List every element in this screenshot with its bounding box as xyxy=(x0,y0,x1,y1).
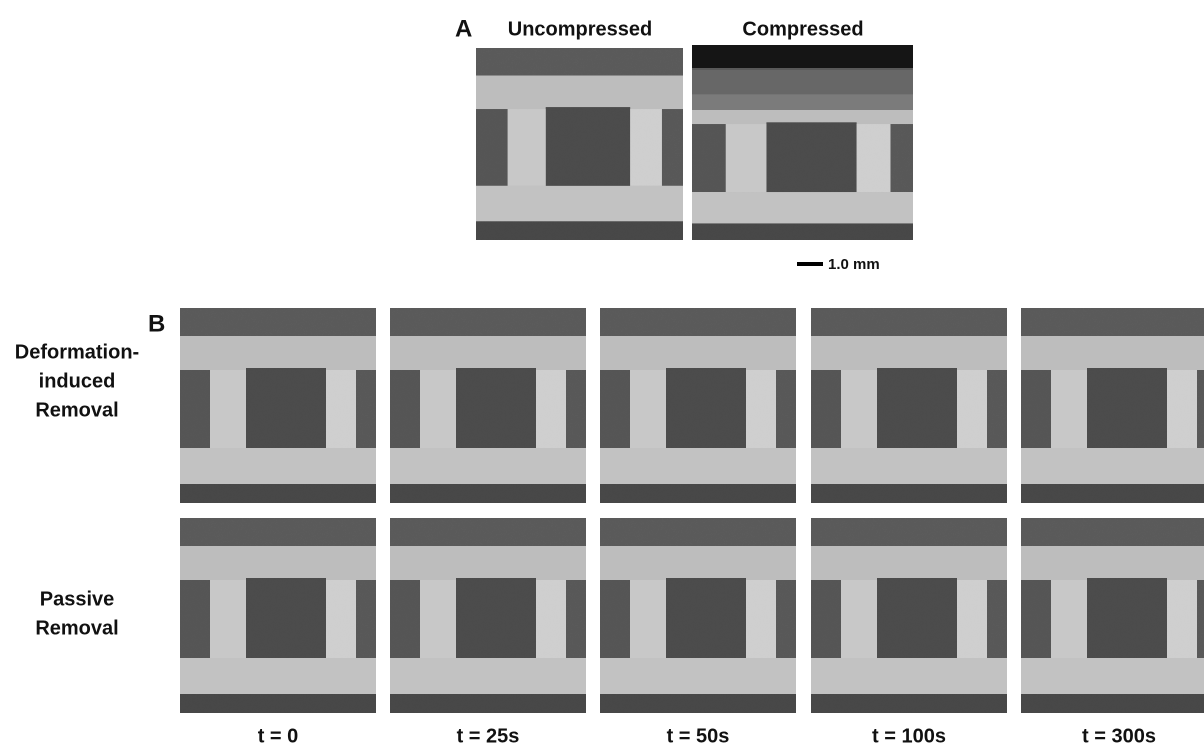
micrograph xyxy=(180,518,376,713)
micrograph xyxy=(180,308,376,503)
row-label: Deformation- xyxy=(15,341,139,363)
time-label: t = 25s xyxy=(457,725,520,747)
row-label: Removal xyxy=(35,399,118,421)
panel-label: A xyxy=(455,15,472,42)
panel-label: B xyxy=(148,310,165,337)
panel-title: Compressed xyxy=(742,18,863,40)
micrograph xyxy=(600,518,796,713)
micrograph xyxy=(811,308,1007,503)
row-label: Removal xyxy=(35,617,118,639)
row-label: induced xyxy=(39,370,116,392)
micrograph xyxy=(390,308,586,503)
micrograph xyxy=(476,48,683,240)
panel-title: Uncompressed xyxy=(508,18,653,40)
figure: A Uncompressed Compressed 1.0 mm B Defor… xyxy=(0,0,1204,750)
time-label: t = 0 xyxy=(258,725,299,747)
time-label: t = 50s xyxy=(667,725,730,747)
micrograph-top xyxy=(692,45,913,70)
micrograph xyxy=(811,518,1007,713)
micrograph xyxy=(390,518,586,713)
micrograph xyxy=(1021,518,1204,713)
micrograph xyxy=(1021,308,1204,503)
micrograph xyxy=(600,308,796,503)
time-label: t = 100s xyxy=(872,725,946,747)
micrograph-band xyxy=(692,68,913,110)
scale-bar-label: 1.0 mm xyxy=(828,256,880,273)
row-label: Passive xyxy=(40,588,115,610)
time-label: t = 300s xyxy=(1082,725,1156,747)
